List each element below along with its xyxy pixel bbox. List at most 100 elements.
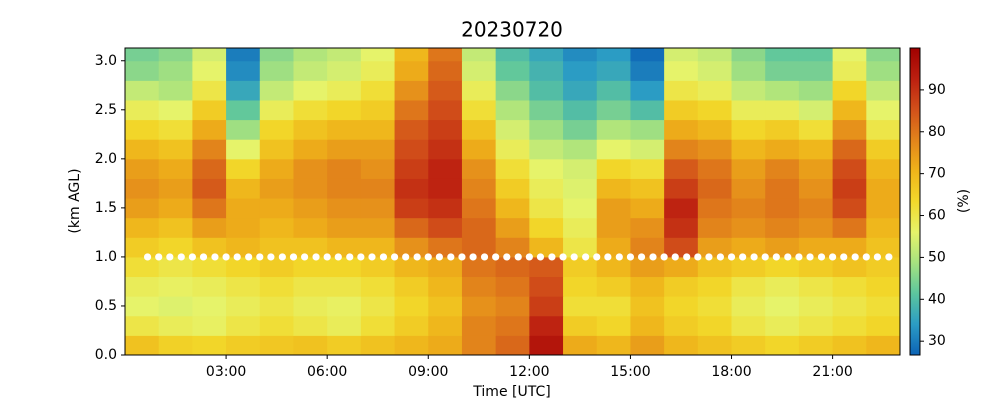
heatmap-cell (125, 296, 160, 317)
heatmap-cell (630, 178, 665, 199)
heatmap-cell (226, 315, 261, 336)
x-tick-label: 09:00 (408, 364, 448, 380)
heatmap-cell (125, 99, 160, 121)
heatmap-cell (596, 296, 631, 317)
heatmap-cell (293, 60, 328, 81)
y-tick-label: 1.0 (95, 249, 117, 265)
heatmap-cell (259, 296, 294, 317)
heatmap-cell (125, 276, 160, 297)
heatmap-cell (360, 178, 396, 199)
x-tick-label: 12:00 (509, 364, 549, 380)
heatmap-cell (293, 335, 328, 355)
heatmap-cell (125, 315, 160, 336)
heatmap-cell (360, 335, 396, 355)
heatmap-cell (158, 60, 193, 81)
marker (188, 253, 196, 261)
marker (177, 253, 185, 261)
heatmap-cell (765, 139, 800, 160)
heatmap-cell (798, 198, 834, 219)
heatmap-cell (630, 80, 665, 101)
heatmap-cell (327, 217, 362, 238)
y-tick-label: 3.0 (95, 53, 117, 69)
heatmap-cell (259, 237, 294, 258)
marker (694, 253, 702, 261)
heatmap-cell (529, 315, 564, 336)
heatmap-cell (327, 99, 362, 121)
heatmap-cell (866, 178, 900, 199)
heatmap-cell (495, 178, 530, 199)
marker (806, 253, 814, 261)
heatmap-cell (798, 276, 834, 297)
heatmap-cell (327, 139, 362, 160)
heatmap-cell (697, 237, 733, 258)
heatmap-cell (192, 217, 227, 238)
heatmap-cell (226, 276, 261, 297)
heatmap-cell (563, 99, 598, 121)
heatmap-cell (731, 139, 766, 160)
heatmap-cell (630, 119, 665, 140)
heatmap-cell (832, 158, 867, 179)
x-tick-label: 18:00 (711, 364, 751, 380)
heatmap-cell (461, 99, 497, 121)
heatmap-cell (428, 198, 463, 219)
heatmap-cell (495, 99, 530, 121)
heatmap-cell (832, 256, 867, 278)
heatmap-cell (394, 158, 429, 179)
heatmap-cell (259, 335, 294, 355)
heatmap-cell (293, 119, 328, 140)
heatmap-cell (192, 178, 227, 199)
colorbar-tick-label: 90 (928, 82, 946, 98)
marker (256, 253, 264, 261)
heatmap-cell (596, 276, 631, 297)
marker (166, 253, 174, 261)
heatmap-cell (461, 296, 497, 317)
heatmap-cell (731, 335, 766, 355)
marker (705, 253, 713, 261)
heatmap-cell (866, 315, 900, 336)
heatmap-cell (327, 178, 362, 199)
heatmap-cell (360, 217, 396, 238)
heatmap-cell (226, 60, 261, 81)
heatmap-cell (697, 139, 733, 160)
heatmap-cell (461, 237, 497, 258)
heatmap-cell (664, 335, 699, 355)
heatmap-cell (327, 276, 362, 297)
heatmap-cell (664, 139, 699, 160)
heatmap-cell (158, 198, 193, 219)
colorbar-tick-label: 50 (928, 249, 946, 265)
y-tick-label: 0.5 (95, 298, 117, 314)
heatmap-cell (832, 198, 867, 219)
marker (492, 253, 500, 261)
heatmap-cell (866, 139, 900, 160)
heatmap-cell (529, 99, 564, 121)
heatmap-cell (495, 80, 530, 101)
heatmap-cell (192, 60, 227, 81)
heatmap-cell (529, 60, 564, 81)
heatmap-cell (293, 198, 328, 219)
marker (761, 253, 769, 261)
heatmap-cell (765, 80, 800, 101)
heatmap-cell (125, 80, 160, 101)
heatmap-cell (495, 315, 530, 336)
heatmap-cell (293, 158, 328, 179)
heatmap-cell (394, 276, 429, 297)
marker (885, 253, 893, 261)
colorbar-label: (%) (956, 189, 972, 213)
heatmap-cell (428, 80, 463, 101)
heatmap-cell (832, 60, 867, 81)
heatmap-cell (798, 237, 834, 258)
heatmap-cell (664, 60, 699, 81)
heatmap-cell (731, 48, 766, 62)
heatmap-cell (798, 80, 834, 101)
marker (829, 253, 837, 261)
marker (424, 253, 432, 261)
heatmap-cell (563, 48, 598, 62)
heatmap-cell (529, 80, 564, 101)
heatmap-cell (596, 60, 631, 81)
heatmap-cell (158, 296, 193, 317)
heatmap-cell (798, 296, 834, 317)
heatmap-cell (495, 237, 530, 258)
heatmap-cell (192, 80, 227, 101)
heatmap-cell (798, 99, 834, 121)
y-tick-label: 0.0 (95, 347, 117, 363)
